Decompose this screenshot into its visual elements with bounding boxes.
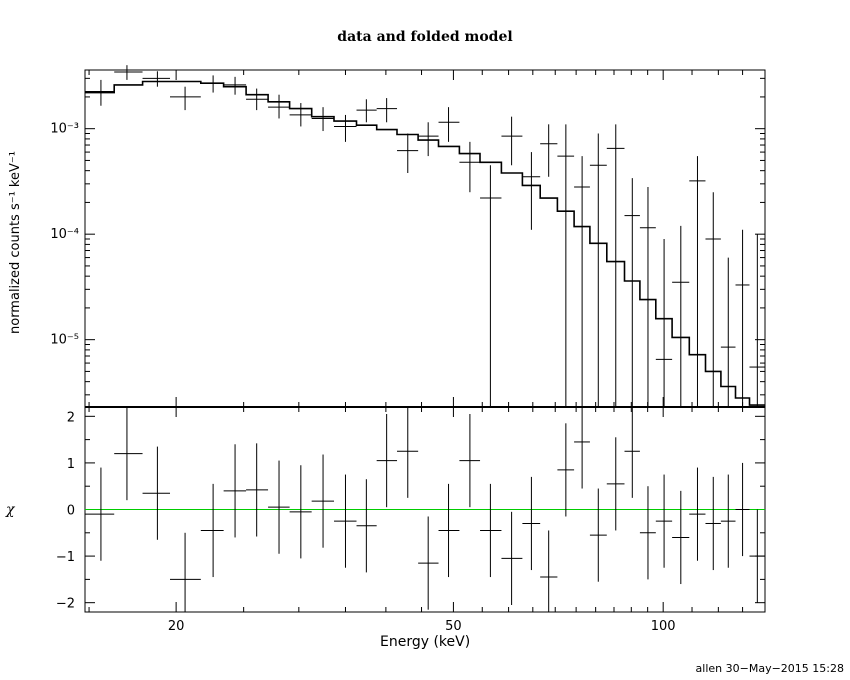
x-tick-label: 20 [168,619,185,634]
top-panel: 10⁻⁵ 10⁻⁴ 10⁻³ [50,65,766,408]
residual-point [459,413,481,508]
residual-point [170,532,201,612]
residual-point [735,462,750,557]
residual-point [397,407,419,498]
residual-point [418,516,439,610]
data-point [397,133,419,174]
data-point [142,71,171,87]
residual-point [438,483,460,578]
data-point [624,178,640,407]
residual-point [480,483,502,578]
residual-point [574,407,590,489]
data-point [540,124,558,177]
top-plot-frame [84,69,766,408]
x-tick-label: 50 [445,619,462,634]
x-axis-label: Energy (keV) [380,634,471,650]
x-tick-label: 100 [651,619,676,634]
data-point [459,141,481,193]
y-tick-label: −2 [56,597,75,612]
data-point [200,75,224,93]
residual-point [311,454,335,548]
residual-point [223,444,247,538]
residual-point [501,511,523,606]
residual-point [672,490,690,585]
data-point [480,165,502,407]
residual-point [589,488,607,582]
data-point [589,133,607,407]
residual-point [142,446,171,540]
residual-point [639,486,656,580]
data-point [720,257,736,407]
residual-point [376,413,398,508]
data-point [639,187,656,407]
data-point [501,116,523,166]
chart-title: data and folded model [337,29,513,45]
bottom-panel: 20 50 100 −2 −1 0 1 2 [56,406,766,634]
residual-point [268,460,290,554]
y-tick-label: 1 [67,457,75,472]
residual-point [749,509,765,603]
y-tick-label: 0 [67,504,75,519]
data-point [606,124,625,407]
data-point [574,156,590,407]
data-point [418,122,439,157]
residual-point [655,474,673,568]
data-point [223,76,247,95]
data-point [85,79,115,106]
timestamp-stamp: allen 30−May−2015 15:28 [695,662,844,675]
data-point [438,107,460,142]
data-point [522,152,541,230]
data-point [672,225,690,407]
data-point [170,86,201,111]
y-tick-label: 10⁻⁴ [50,227,79,242]
residual-point [689,467,706,561]
residual-point [289,465,312,559]
data-point [705,192,721,407]
data-point [749,234,765,407]
top-y-axis-label: normalized counts s⁻¹ keV⁻¹ [8,151,23,334]
residual-point [720,474,736,568]
y-tick-label: 10⁻³ [50,122,79,137]
data-point [311,107,335,132]
y-tick-label: 10⁻⁵ [50,333,79,348]
data-point [376,98,398,123]
residual-point [356,479,377,573]
residual-point [114,407,143,501]
residual-point [557,423,575,517]
data-point [655,239,673,407]
residual-point [246,443,269,537]
data-point [356,99,377,123]
data-point [268,94,290,119]
residual-point [522,476,541,571]
residual-point [624,407,640,498]
data-point [289,103,312,127]
y-tick-label: 2 [67,410,75,425]
data-point [735,229,750,407]
residual-point [705,476,721,571]
data-point [114,65,143,80]
data-point [334,114,357,142]
y-tick-label: −1 [56,550,75,565]
folded-model-line [85,80,765,406]
residual-point [606,437,625,531]
residual-point [334,474,357,568]
residual-point [540,530,558,612]
residual-point [85,467,115,561]
residual-point [200,483,224,578]
data-point [246,88,269,111]
bottom-y-axis-label: χ [6,502,15,518]
data-point [689,156,706,407]
data-point [557,124,575,407]
